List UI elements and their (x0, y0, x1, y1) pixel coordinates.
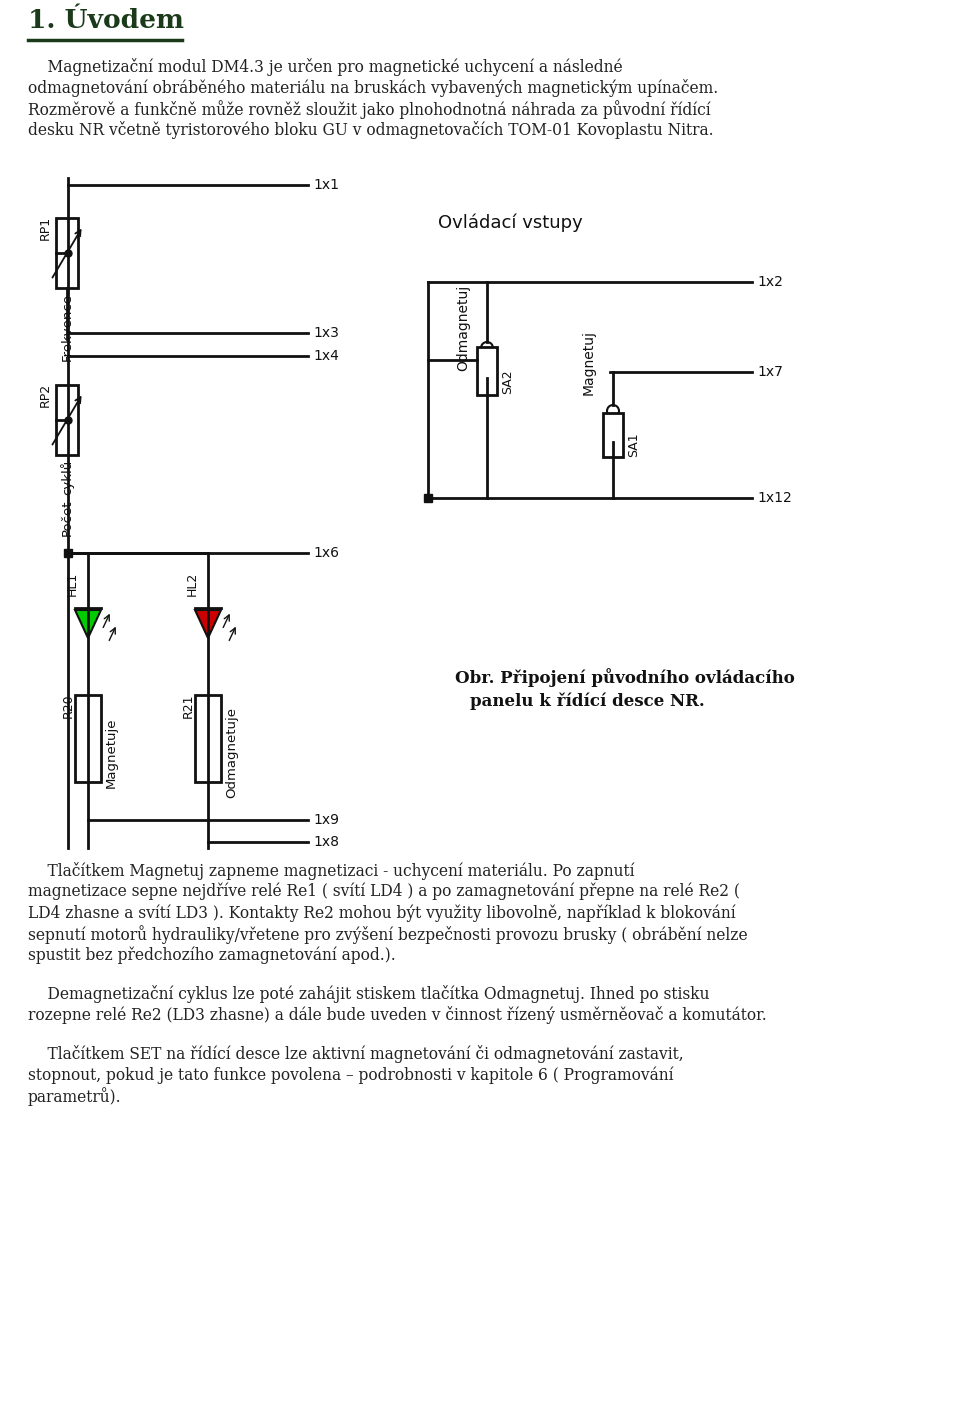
Text: sepnutí motorů hydrauliky/vřetene pro zvýšení bezpečnosti provozu brusky ( obráb: sepnutí motorů hydrauliky/vřetene pro zv… (28, 924, 748, 944)
Text: Počet: Počet (60, 501, 74, 536)
Text: 1x8: 1x8 (313, 835, 339, 849)
Text: LD4 zhasne a svítí LD3 ). Kontakty Re2 mohou být využity libovolně, například k : LD4 zhasne a svítí LD3 ). Kontakty Re2 m… (28, 904, 735, 921)
Text: R21: R21 (181, 693, 195, 718)
Text: HL2: HL2 (185, 572, 199, 596)
Polygon shape (195, 610, 221, 638)
Circle shape (607, 405, 619, 417)
Text: cyklů: cyklů (60, 459, 74, 495)
Text: RP2: RP2 (39, 383, 52, 407)
Text: Odmagnetuje: Odmagnetuje (225, 708, 238, 799)
Text: odmagnetování obráběného materiálu na bruskách vybavených magnetickým upínačem.: odmagnetování obráběného materiálu na br… (28, 80, 718, 97)
Text: Obr. Připojení původního ovládacího: Obr. Připojení původního ovládacího (455, 668, 795, 687)
Text: Tlačítkem Magnetuj zapneme magnetizaci - uchycení materiálu. Po zapnutí: Tlačítkem Magnetuj zapneme magnetizaci -… (28, 862, 635, 880)
Text: 1x12: 1x12 (757, 491, 792, 505)
Text: 1x2: 1x2 (757, 274, 782, 289)
Text: Magnetuj: Magnetuj (582, 330, 596, 395)
Bar (56, 385, 78, 455)
Text: 1x3: 1x3 (313, 326, 339, 340)
Text: 1x6: 1x6 (313, 546, 339, 560)
Text: Magnetuje: Magnetuje (105, 718, 118, 788)
Text: parametrů).: parametrů). (28, 1086, 122, 1106)
Circle shape (607, 429, 619, 442)
Text: HL1: HL1 (65, 572, 79, 596)
Text: desku NR včetně tyristorového bloku GU v odmagnetovačích TOM-01 Kovoplastu Nitra: desku NR včetně tyristorového bloku GU v… (28, 121, 713, 139)
Bar (477, 347, 497, 395)
Text: 1. Úvodem: 1. Úvodem (28, 9, 184, 33)
Text: R20: R20 (61, 693, 75, 718)
Text: Odmagnetuj: Odmagnetuj (456, 284, 470, 371)
Text: spustit bez předchozího zamagnetování apod.).: spustit bez předchozího zamagnetování ap… (28, 946, 396, 964)
Circle shape (481, 343, 493, 354)
Text: RP1: RP1 (39, 216, 52, 240)
Bar (603, 412, 623, 456)
Polygon shape (75, 610, 101, 638)
Text: Demagnetizační cyklus lze poté zahájit stiskem tlačítka Odmagnetuj. Ihned po sti: Demagnetizační cyklus lze poté zahájit s… (28, 985, 709, 1003)
Text: SA1: SA1 (627, 432, 640, 458)
Text: 1x9: 1x9 (313, 813, 339, 828)
Bar (75, 695, 101, 782)
Text: Tlačítkem SET na řídící desce lze aktivní magnetování či odmagnetování zastavit,: Tlačítkem SET na řídící desce lze aktivn… (28, 1045, 684, 1064)
Text: Frekvence: Frekvence (60, 293, 74, 361)
Text: 1x1: 1x1 (313, 178, 339, 192)
Bar (56, 218, 78, 289)
Text: Rozměrově a funkčně může rovněž sloužit jako plnohodnotná náhrada za původní říd: Rozměrově a funkčně může rovněž sloužit … (28, 100, 710, 119)
Text: rozepne relé Re2 (LD3 zhasne) a dále bude uveden v činnost řízený usměrněovač a : rozepne relé Re2 (LD3 zhasne) a dále bud… (28, 1005, 767, 1024)
Bar (195, 695, 221, 782)
Circle shape (481, 365, 493, 378)
Text: stopnout, pokud je tato funkce povolena – podrobnosti v kapitole 6 ( Programován: stopnout, pokud je tato funkce povolena … (28, 1066, 674, 1084)
Text: Magnetizační modul DM4.3 je určen pro magnetické uchycení a následné: Magnetizační modul DM4.3 je určen pro ma… (28, 58, 623, 75)
Text: Ovládací vstupy: Ovládací vstupy (438, 213, 583, 232)
Text: magnetizace sepne nejdříve relé Re1 ( svítí LD4 ) a po zamagnetování přepne na r: magnetizace sepne nejdříve relé Re1 ( sv… (28, 883, 740, 900)
Text: 1x4: 1x4 (313, 348, 339, 363)
Text: panelu k řídící desce NR.: panelu k řídící desce NR. (470, 693, 705, 710)
Text: 1x7: 1x7 (757, 365, 782, 380)
Text: SA2: SA2 (501, 370, 514, 394)
